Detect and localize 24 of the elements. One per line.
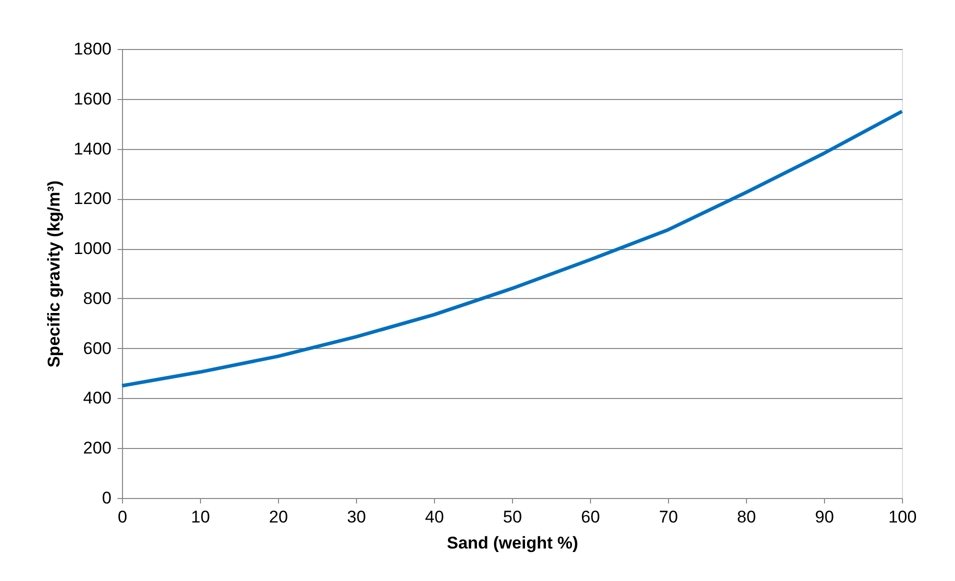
- x-axis-title: Sand (weight %): [446, 534, 578, 552]
- x-tick-label: 90: [815, 508, 834, 526]
- y-tick-label: 800: [83, 288, 112, 308]
- x-tick-label: 70: [659, 508, 678, 526]
- x-tick-label: 60: [581, 508, 600, 526]
- x-tick-label: 20: [269, 508, 288, 526]
- y-tick-label: 1600: [74, 89, 112, 108]
- x-tick-label: 10: [191, 508, 210, 526]
- y-axis-title: Specific gravity (kg/m³): [44, 180, 64, 368]
- y-tick-label: 0: [102, 488, 112, 508]
- y-tick-label: 1200: [74, 189, 112, 208]
- x-tick-label: 80: [737, 508, 756, 526]
- y-tick-label: 400: [83, 388, 112, 408]
- y-tick-label: 1000: [74, 239, 112, 258]
- x-tick-label: 100: [888, 508, 917, 526]
- x-tick-label: 50: [503, 508, 522, 526]
- y-tick-label: 1400: [74, 139, 112, 158]
- x-tick-label: 40: [425, 508, 444, 526]
- x-tick-label: 30: [347, 508, 366, 526]
- line-series: [120, 110, 904, 388]
- y-tick-label: 1800: [74, 40, 112, 58]
- x-tick-label: 0: [118, 508, 128, 526]
- y-tick-label: 200: [83, 438, 112, 458]
- y-tick-label: 600: [83, 338, 112, 358]
